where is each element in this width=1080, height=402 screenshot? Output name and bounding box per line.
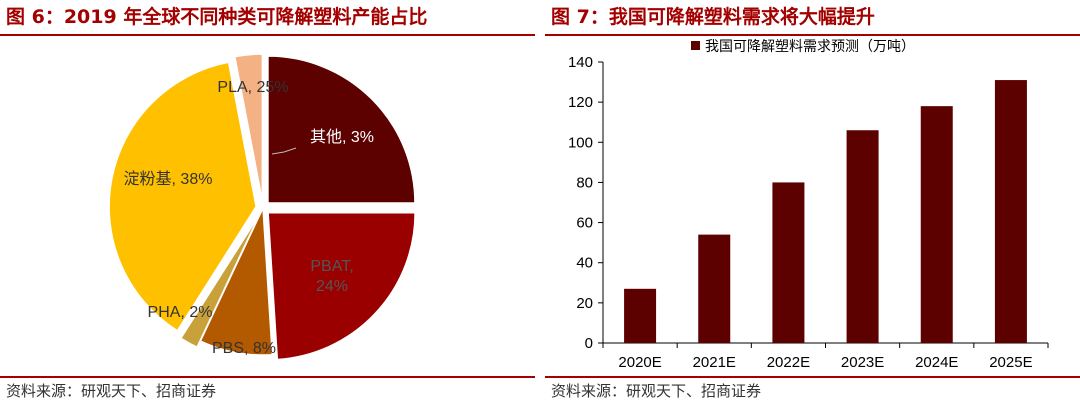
bar: [994, 80, 1027, 344]
pie-slice-label: PLA, 25%: [217, 79, 288, 96]
right-source-note: 资料来源：研观天下、招商证券: [551, 382, 762, 400]
bar: [772, 182, 805, 343]
pie-chart: 其他, 3% PBAT, 24% PBS, 8% PHA, 2% 淀粉基, 38% PLA,…: [108, 53, 416, 361]
x-tick-label: 2023E: [841, 354, 884, 371]
y-tick-label: 60: [576, 215, 593, 232]
bar-chart: 我国可降解塑料需求预测（万吨） 0 20 40 60 80 100 120 140 2020E 20…: [568, 39, 1049, 371]
pie-slice-label: PBAT, 24%: [310, 258, 353, 295]
y-tick-label: 20: [576, 295, 593, 312]
x-tick-label: 2025E: [989, 354, 1032, 371]
left-source-note: 资料来源：研观天下、招商证券: [6, 382, 217, 400]
left-figure: 图 6：2019 年全球不同种类可降解塑料产能占比 其他, 3% PBAT, 24%…: [0, 0, 535, 402]
pie-leader-line: [271, 147, 297, 155]
bar: [920, 106, 953, 344]
right-source-rule: [545, 376, 1080, 378]
right-figure-title: 图 7：我国可降解塑料需求将大幅提升: [551, 6, 875, 28]
x-tick-label: 2022E: [767, 354, 810, 371]
bar: [698, 234, 731, 343]
pie-slice-label: PBS, 8%: [212, 340, 276, 357]
pie-slice-label: PHA, 2%: [148, 304, 213, 321]
bar: [624, 288, 657, 343]
pie-slice: [108, 61, 257, 332]
y-tick-label: 140: [568, 54, 593, 71]
y-tick-label: 40: [576, 255, 593, 272]
y-tick-label: 100: [568, 134, 593, 151]
left-figure-title: 图 6：2019 年全球不同种类可降解塑料产能占比: [6, 6, 428, 28]
bar: [846, 130, 879, 343]
right-title-rule: [545, 34, 1080, 36]
pie-slice: [267, 55, 416, 204]
pie-slice: [233, 53, 264, 202]
pie-slice: [179, 213, 261, 349]
legend-swatch: [691, 41, 700, 50]
y-tick-label: 80: [576, 174, 593, 191]
y-tick-label: 120: [568, 94, 593, 111]
y-tick-label: 0: [585, 335, 593, 352]
left-title-rule: [0, 34, 535, 36]
legend-label: 我国可降解塑料需求预测（万吨）: [705, 39, 915, 55]
x-tick-label: 2024E: [915, 354, 958, 371]
pie-slice: [267, 212, 416, 361]
x-tick-label: 2020E: [618, 354, 661, 371]
pie-slice-label: 其他, 3%: [310, 128, 374, 146]
left-source-rule: [0, 376, 535, 378]
right-figure: 图 7：我国可降解塑料需求将大幅提升 我国可降解塑料需求预测（万吨） 0 20 40 6…: [545, 0, 1080, 402]
pie-slice-label: 淀粉基, 38%: [124, 170, 213, 188]
x-tick-label: 2021E: [693, 354, 736, 371]
